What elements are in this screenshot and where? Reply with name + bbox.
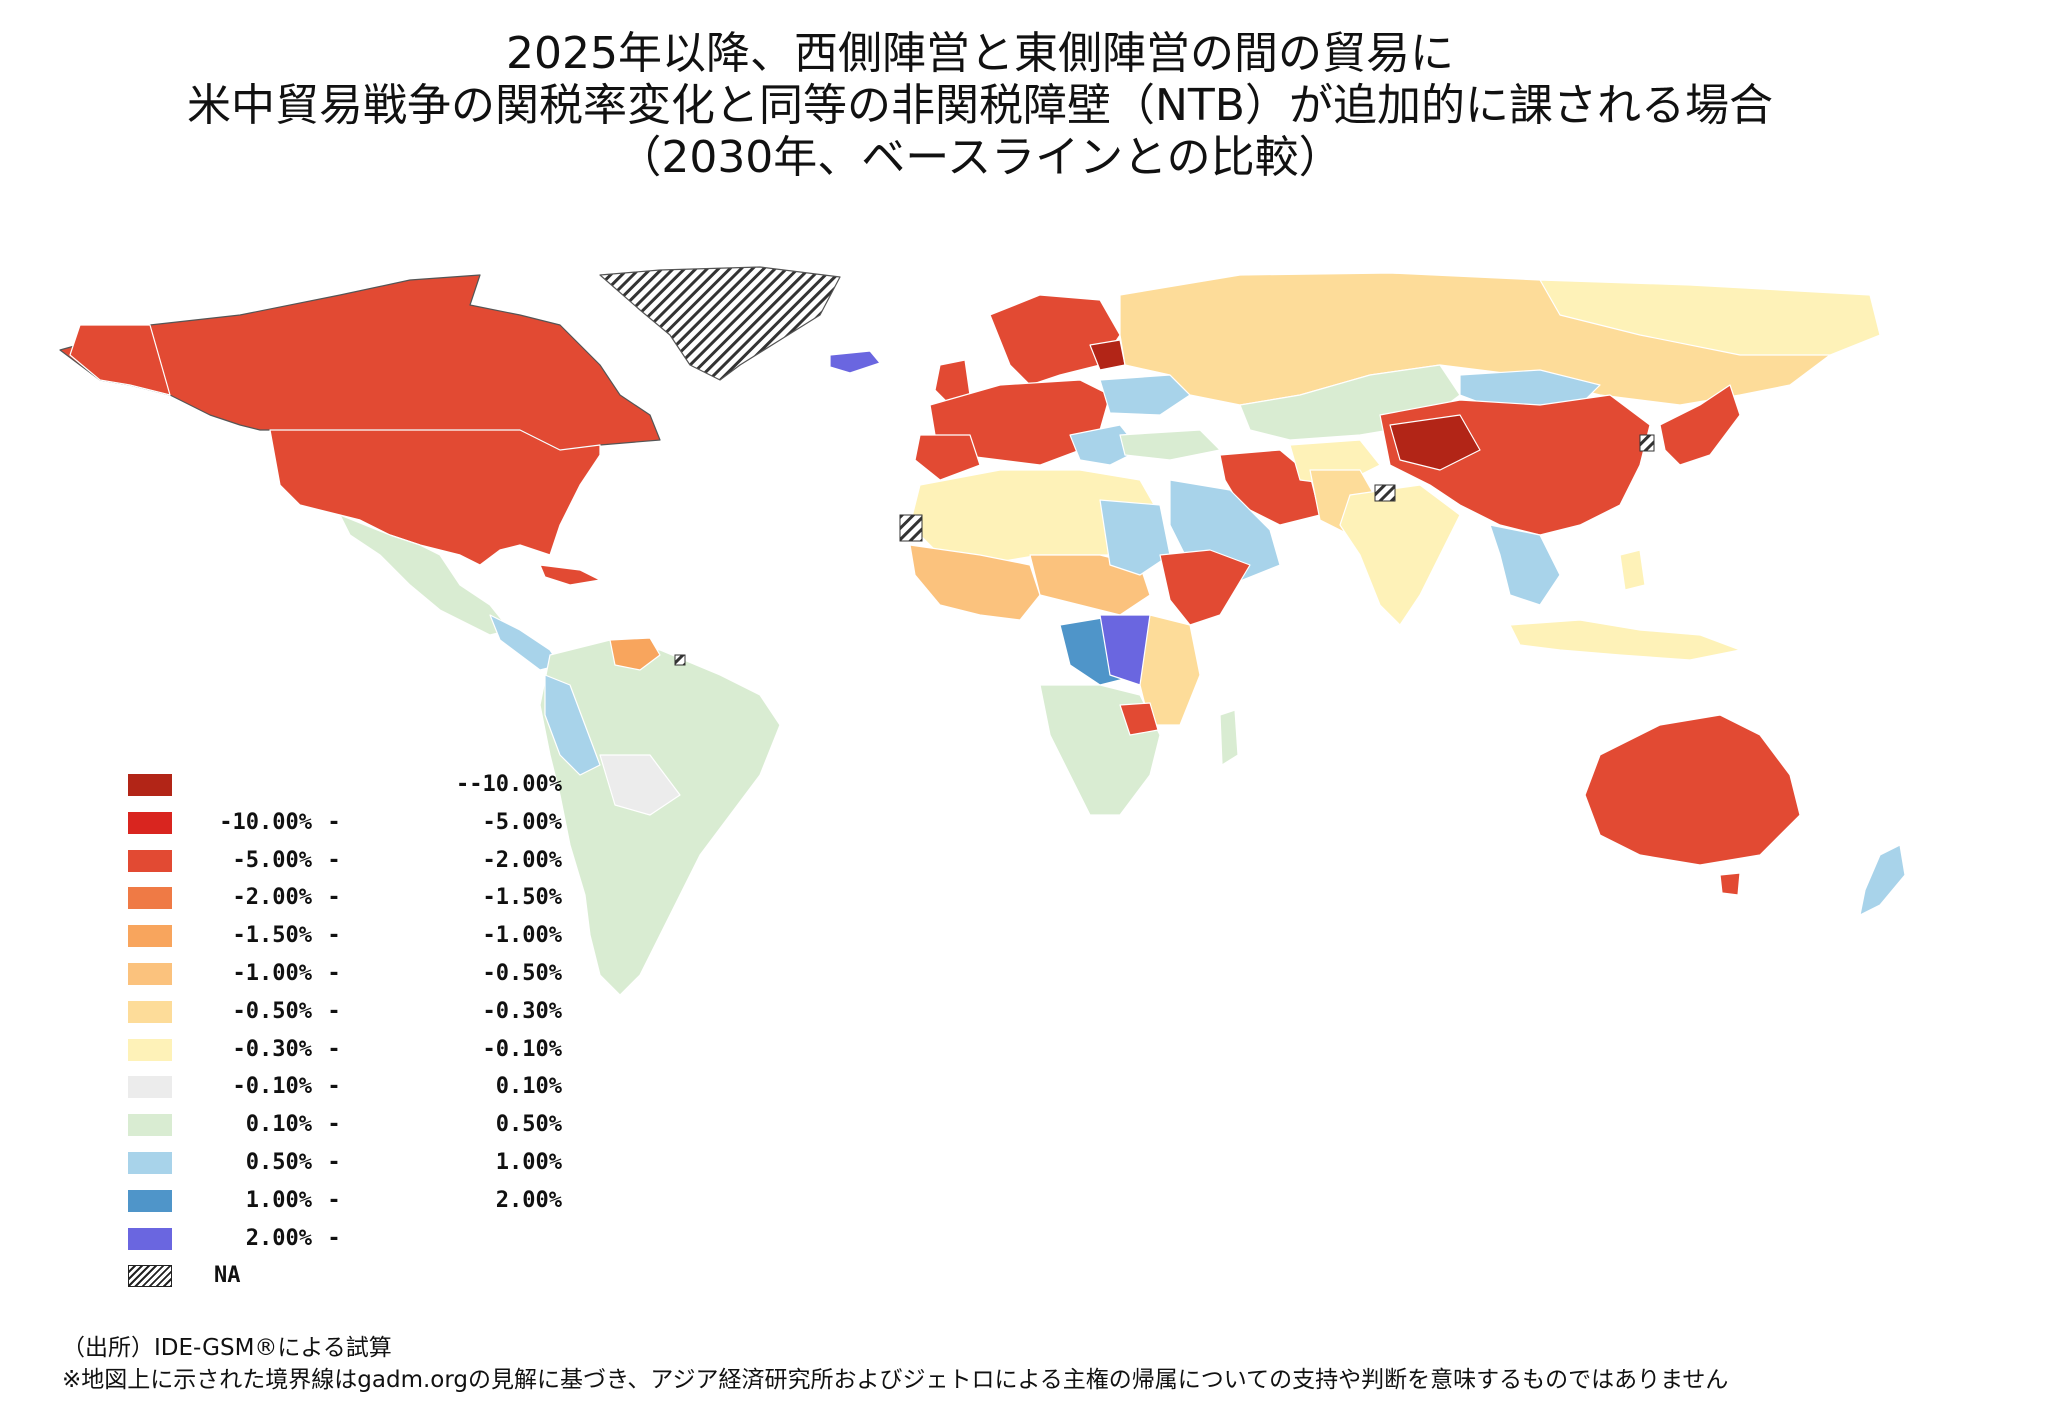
legend-range-dash: - <box>327 885 341 911</box>
region-bolivia-paraguay <box>599 754 681 816</box>
title-line-1: 2025年以降、西側陣営と東側陣営の間の貿易に <box>506 28 1454 79</box>
legend-high-value: 1.00% <box>495 1149 562 1175</box>
legend-swatch <box>128 849 172 872</box>
legend-range-dash: - <box>327 1225 341 1251</box>
region-australia <box>1584 714 1801 866</box>
region-alaska <box>69 324 171 396</box>
region-usa <box>269 429 601 566</box>
legend-low-value: -1.00% <box>232 960 312 986</box>
title-line-3: （2030年、ベースラインとの比較） <box>617 132 1343 183</box>
legend-swatch <box>128 1189 172 1212</box>
region-new-zealand <box>1859 844 1906 916</box>
region-iceland <box>829 350 881 374</box>
title-line-2: 米中貿易戦争の関税率変化と同等の非関税障壁（NTB）が追加的に課される場合 <box>187 80 1773 131</box>
region-turkey <box>1119 429 1221 461</box>
legend-swatch <box>128 1114 172 1137</box>
region-madagascar <box>1219 709 1239 766</box>
legend-low-value: 0.50% <box>245 1149 312 1175</box>
legend-range-dash: - <box>327 960 341 986</box>
na-western-sahara <box>899 514 923 542</box>
legend-low-value: -0.10% <box>232 1074 312 1100</box>
legend-swatch <box>128 774 172 796</box>
region-sudan <box>1099 499 1171 576</box>
world-choropleth-map <box>59 266 1906 996</box>
region-ukraine-belarus <box>1099 374 1191 416</box>
legend-low-value: -1.50% <box>232 923 312 949</box>
map-title: 2025年以降、西側陣営と東側陣営の間の貿易に 米中貿易戦争の関税率変化と同等の… <box>0 28 1960 184</box>
na-guiana <box>674 654 686 666</box>
legend-high-value: --10.00% <box>456 772 562 797</box>
region-west-africa <box>909 544 1041 621</box>
legend-range-dash: - <box>327 1149 341 1175</box>
legend-swatch <box>128 887 172 910</box>
na-korea-north <box>1639 434 1655 452</box>
legend-range-dash: - <box>327 923 341 949</box>
legend-range-dash: - <box>327 998 341 1024</box>
legend-low-value: -0.50% <box>232 998 312 1024</box>
region-southeast-asia <box>1489 524 1561 606</box>
na-kashmir <box>1374 484 1396 502</box>
legend-range-dash: - <box>327 1036 341 1062</box>
region-indonesia <box>1509 619 1741 661</box>
region-philippines <box>1619 549 1646 591</box>
legend-na-label: NA <box>214 1263 241 1289</box>
legend-swatch <box>128 962 172 985</box>
region-horn-of-africa <box>1159 549 1251 626</box>
legend-high-value: -5.00% <box>482 809 562 835</box>
legend-swatch <box>128 811 172 834</box>
region-east-africa <box>1139 614 1201 726</box>
legend-high-value: -0.30% <box>482 998 562 1024</box>
legend-high-value: 0.50% <box>495 1112 562 1138</box>
legend-high-value: -1.00% <box>482 923 562 949</box>
legend-range-dash: - <box>327 1074 341 1100</box>
region-venezuela <box>609 637 661 671</box>
legend-high-value: -1.50% <box>482 885 562 911</box>
region-greenland <box>599 266 841 381</box>
legend-low-value: 2.00% <box>245 1225 312 1251</box>
region-canada <box>59 274 661 451</box>
legend-high-value: 2.00% <box>495 1187 562 1213</box>
region-siberia-east <box>1539 279 1881 356</box>
map-footer: （出所）IDE-GSM®による試算 ※地図上に示された境界線はgadm.orgの… <box>62 1332 1728 1396</box>
boundary-disclaimer: ※地図上に示された境界線はgadm.orgの見解に基づき、アジア経済研究所および… <box>62 1367 1729 1393</box>
legend-high-value: -0.50% <box>482 960 562 986</box>
legend-range-dash: - <box>327 1187 341 1213</box>
region-india <box>1339 484 1461 626</box>
legend-low-value: -5.00% <box>232 847 312 873</box>
legend-swatch <box>128 1151 172 1174</box>
legend-high-value: 0.10% <box>495 1074 562 1100</box>
legend-range-dash: - <box>327 809 341 835</box>
legend-swatch <box>128 1227 172 1250</box>
legend-low-value: 0.10% <box>245 1112 312 1138</box>
legend-high-value: -2.00% <box>482 847 562 873</box>
region-scandinavia <box>989 294 1121 386</box>
legend-low-value: -2.00% <box>232 885 312 911</box>
region-peru-ecuador <box>544 674 601 776</box>
legend-range-dash: - <box>327 847 341 873</box>
region-iberia <box>914 434 981 481</box>
legend-high-value: -0.10% <box>482 1036 562 1062</box>
source-note: （出所）IDE-GSM®による試算 <box>62 1335 392 1361</box>
legend-swatch <box>128 1038 172 1061</box>
legend-swatch <box>128 1000 172 1023</box>
region-zimbabwe <box>1119 702 1159 736</box>
region-tibet-xinjiang <box>1389 414 1481 471</box>
region-caribbean <box>539 564 601 586</box>
region-sahel-central <box>1029 554 1151 616</box>
legend-range-dash: - <box>327 1112 341 1138</box>
legend-low-value: 1.00% <box>245 1187 312 1213</box>
legend-swatch <box>128 925 172 948</box>
region-korea-japan <box>1659 384 1741 466</box>
legend-low-value: -0.30% <box>232 1036 312 1062</box>
legend-swatch <box>128 1076 172 1099</box>
legend-swatch-na <box>128 1265 172 1288</box>
region-tasmania <box>1719 872 1741 896</box>
legend-low-value: -10.00% <box>219 809 312 835</box>
region-south-america <box>539 639 781 996</box>
